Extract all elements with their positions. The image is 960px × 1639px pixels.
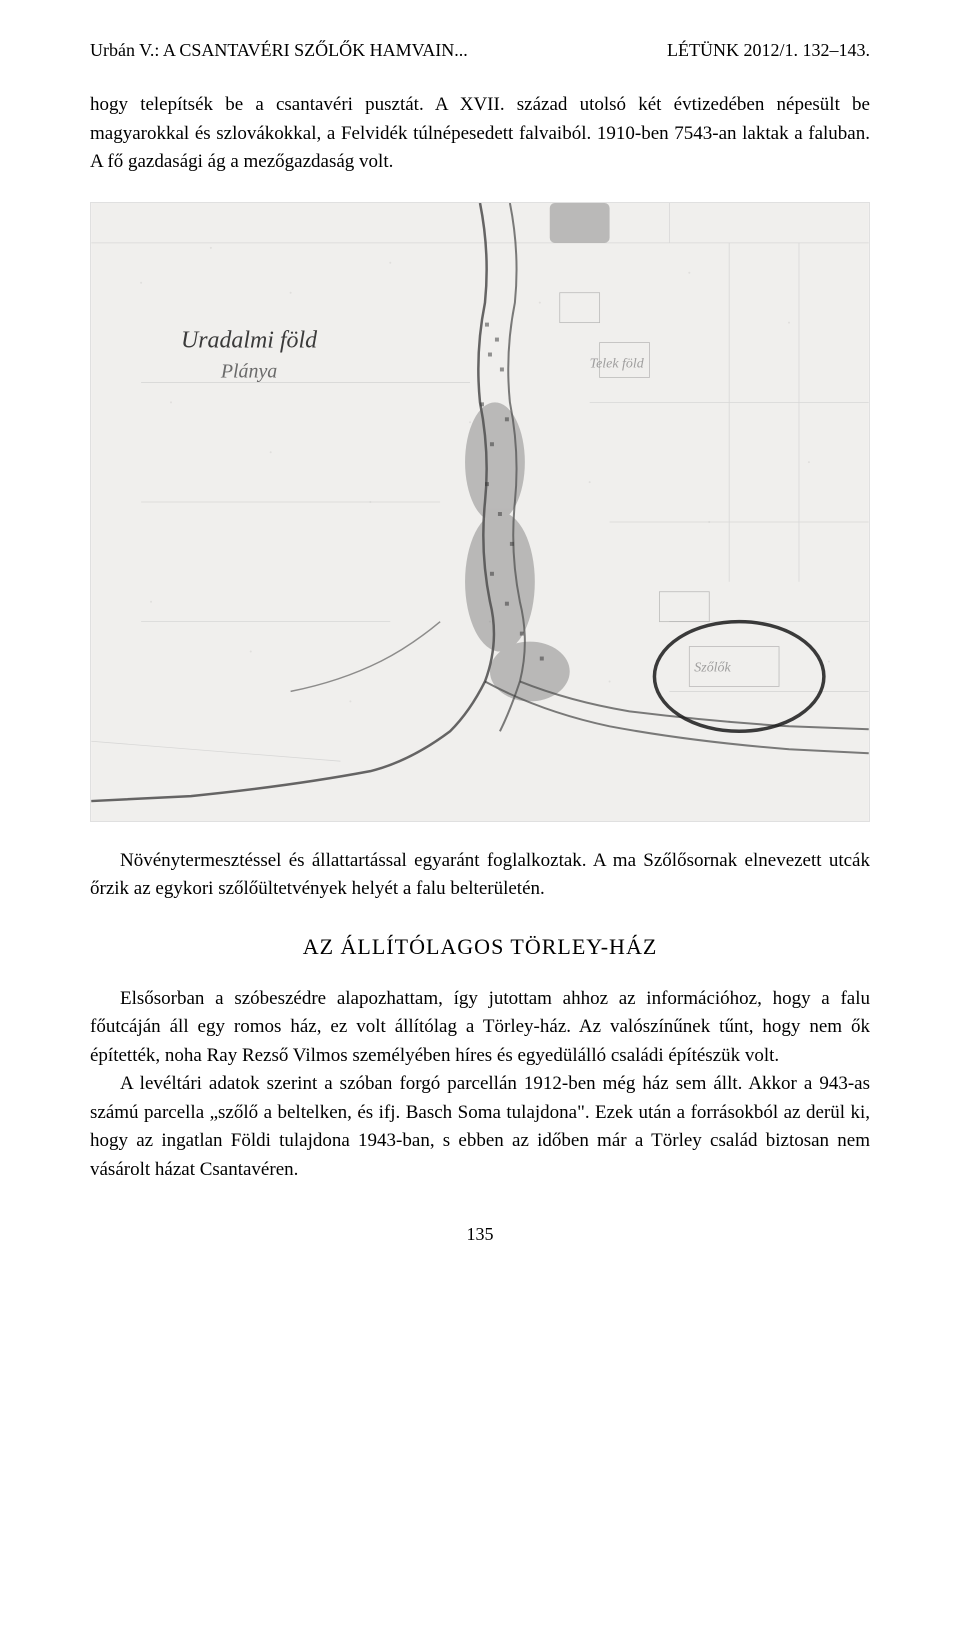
map-figure: Uradalmi föld Plánya Telek föld Szőlők — [90, 202, 870, 822]
paragraph-4: A levéltári adatok szerint a szóban forg… — [90, 1070, 870, 1184]
svg-text:Telek föld: Telek föld — [590, 356, 644, 371]
paragraph-3: Elsősorban a szóbeszédre alapozhattam, í… — [90, 985, 870, 1071]
map-svg: Uradalmi föld Plánya Telek föld Szőlők — [91, 203, 869, 821]
section-heading: AZ ÁLLÍTÓLAGOS TÖRLEY-HÁZ — [90, 934, 870, 960]
map-label-1-sub: Plánya — [220, 360, 277, 382]
paragraph-1: hogy telepítsék be a csantavéri pusztát.… — [90, 91, 870, 177]
page-number: 135 — [90, 1224, 870, 1245]
paragraph-2: Növénytermesztéssel és állattartással eg… — [90, 847, 870, 904]
header-right: LÉTÜNK 2012/1. 132–143. — [667, 40, 870, 61]
page-header: Urbán V.: A CSANTAVÉRI SZŐLŐK HAMVAIN...… — [90, 40, 870, 61]
map-label-1: Uradalmi föld — [181, 327, 318, 353]
header-left: Urbán V.: A CSANTAVÉRI SZŐLŐK HAMVAIN... — [90, 40, 468, 61]
svg-text:Szőlők: Szőlők — [694, 660, 731, 675]
